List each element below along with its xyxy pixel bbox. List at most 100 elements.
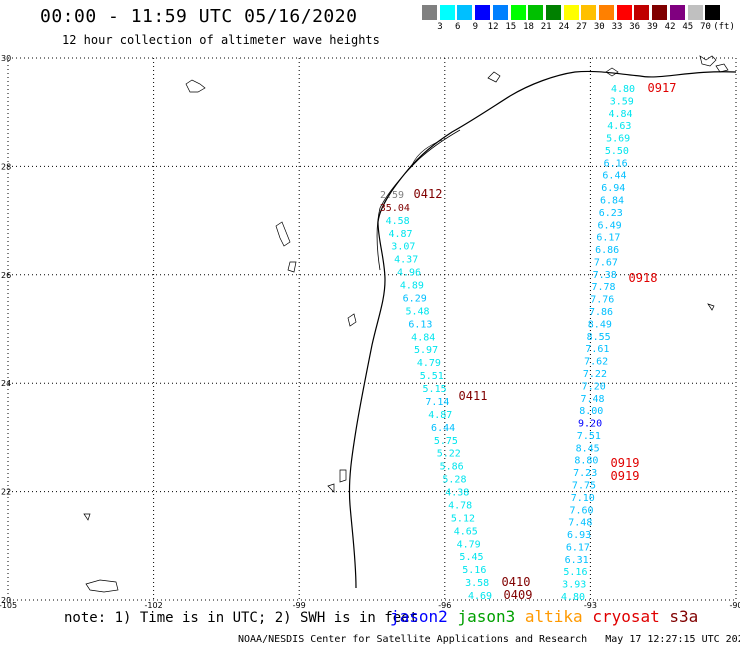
swh-label-left-track: 4.84 bbox=[411, 332, 435, 343]
map-frame bbox=[7, 57, 737, 601]
swh-label-left-track: 3.07 bbox=[391, 242, 415, 253]
bay-outline bbox=[411, 139, 443, 166]
lat-tick-label: 28 bbox=[1, 162, 11, 171]
lake-shape bbox=[83, 513, 91, 521]
swh-label-left-track: 5.16 bbox=[462, 565, 486, 576]
lon-tick-label: -105 bbox=[0, 601, 17, 610]
swh-label-left-track: 4.89 bbox=[400, 281, 424, 292]
swh-label-left-track: 4.96 bbox=[397, 268, 421, 279]
satellite-altika: altika bbox=[524, 607, 593, 626]
swh-label-right-track: 3.59 bbox=[610, 96, 634, 107]
satellite-legend: jason2 jason3 altika cryosat s3a bbox=[390, 607, 698, 626]
swh-label-right-track: 7.62 bbox=[584, 357, 608, 368]
swh-label-right-track: 4.80 bbox=[611, 84, 635, 95]
pass-id-label: 0919 bbox=[611, 456, 640, 470]
pass-id-label: 0411 bbox=[459, 389, 488, 403]
swh-label-right-track: 7.61 bbox=[585, 344, 609, 355]
swh-label-right-track: 7.60 bbox=[569, 505, 593, 516]
scale-label: 45 bbox=[682, 22, 694, 32]
swh-label-right-track: 7.75 bbox=[572, 480, 596, 491]
swh-label-right-track: 5.50 bbox=[605, 146, 629, 157]
scale-label: (ft) bbox=[713, 22, 735, 32]
swh-label-right-track: 8.55 bbox=[587, 332, 611, 343]
swh-label-left-track: 4.69 bbox=[468, 591, 492, 602]
lon-tick-label: -90 bbox=[729, 601, 740, 610]
scale-label: 30 bbox=[593, 22, 605, 32]
lake-shape bbox=[185, 79, 206, 93]
lat-tick-label: 30 bbox=[1, 54, 11, 63]
lake-shape bbox=[715, 63, 729, 73]
swh-label-left-track: 6.44 bbox=[431, 423, 455, 434]
swh-label-left-track: 5.51 bbox=[420, 371, 444, 382]
swh-label-left-track: 4.87 bbox=[428, 410, 452, 421]
scale-label: 18 bbox=[523, 22, 534, 32]
swh-label-right-track: 7.10 bbox=[571, 493, 595, 504]
swh-label-left-track: 4.79 bbox=[457, 539, 481, 550]
scale-swatch bbox=[545, 5, 561, 20]
swh-label-right-track: 4.63 bbox=[607, 121, 631, 132]
altimeter-tracks: 2.59 35.04 4.58 4.87 3.07 4.37 4.96 4.896.29 5.4… bbox=[380, 84, 635, 603]
scale-label: 42 bbox=[664, 22, 676, 32]
coastline bbox=[348, 70, 737, 589]
swh-label-right-track: 6.23 bbox=[599, 208, 623, 219]
scale-label: 36 bbox=[629, 22, 641, 32]
lake-shape bbox=[707, 303, 715, 311]
inland-lakes bbox=[83, 55, 729, 593]
swh-label-right-track: 6.17 bbox=[596, 233, 620, 244]
scale-swatch bbox=[599, 5, 614, 20]
swh-label-right-track: 7.76 bbox=[590, 295, 614, 306]
swh-label-left-track: 5.22 bbox=[437, 449, 461, 460]
pass-id-label: 0412 bbox=[414, 187, 443, 201]
scale-swatch bbox=[563, 5, 579, 20]
scale-swatch bbox=[439, 5, 455, 20]
lat-lon-grid bbox=[7, 57, 737, 601]
swh-label-right-track: 4.84 bbox=[609, 109, 633, 120]
swh-label-left-track: 5.48 bbox=[406, 306, 430, 317]
scale-swatch bbox=[669, 5, 685, 20]
swh-label-right-track: 6.84 bbox=[600, 196, 624, 207]
units-note: note: 1) Time is in UTC; 2) SWH is in fe… bbox=[64, 610, 419, 626]
lat-tick-label: 22 bbox=[1, 488, 11, 497]
swh-label-left-track: 4.38 bbox=[445, 488, 469, 499]
scale-label: 27 bbox=[576, 22, 588, 32]
swh-label-left-track: 6.29 bbox=[403, 293, 427, 304]
pass-id-label: 0409 bbox=[504, 588, 533, 602]
swh-label-left-track: 5.97 bbox=[414, 345, 438, 356]
scale-label: 6 bbox=[454, 22, 461, 32]
swh-label-right-track: 6.93 bbox=[567, 530, 591, 541]
swh-label-left-track: 5.86 bbox=[440, 462, 464, 473]
swh-label-left-track: 35.04 bbox=[380, 203, 410, 214]
swh-label-left-track: 4.79 bbox=[417, 358, 441, 369]
swh-label-right-track: 3.93 bbox=[562, 580, 586, 591]
swh-label-left-track: 5.75 bbox=[434, 436, 458, 447]
scale-swatch bbox=[510, 5, 526, 20]
scale-swatch bbox=[475, 5, 491, 20]
swh-label-right-track: 6.86 bbox=[595, 245, 619, 256]
satellite-jason2: jason2 bbox=[390, 607, 458, 626]
swh-label-right-track: 8.49 bbox=[588, 319, 612, 330]
swh-label-right-track: 7.48 bbox=[580, 394, 604, 405]
lake-shape bbox=[699, 55, 717, 67]
swh-label-right-track: 6.17 bbox=[566, 542, 590, 553]
scale-swatch bbox=[528, 5, 544, 20]
scale-swatch bbox=[652, 5, 668, 20]
swh-label-left-track: 4.37 bbox=[394, 255, 418, 266]
scale-label: 21 bbox=[540, 22, 552, 32]
swh-label-left-track: 2.59 bbox=[380, 190, 404, 201]
scale-label: 24 bbox=[558, 22, 570, 32]
swh-label-left-track: 5.15 bbox=[423, 384, 447, 395]
swh-label-right-track: 7.67 bbox=[594, 257, 618, 268]
satellite-jason3: jason3 bbox=[457, 607, 525, 626]
swh-label-left-track: 5.28 bbox=[442, 475, 466, 486]
swh-label-left-track: 4.65 bbox=[454, 526, 478, 537]
lake-shape bbox=[605, 67, 619, 77]
swh-label-right-track: 5.69 bbox=[606, 134, 630, 145]
satellite-cryosat: cryosat bbox=[592, 607, 670, 626]
scale-label: 12 bbox=[487, 22, 499, 32]
scale-swatch bbox=[457, 5, 473, 20]
swh-label-right-track: 6.31 bbox=[565, 555, 589, 566]
lake-shape bbox=[275, 221, 291, 247]
swh-label-left-track: 3.58 bbox=[465, 578, 489, 589]
lon-tick-label: -93 bbox=[584, 601, 597, 610]
